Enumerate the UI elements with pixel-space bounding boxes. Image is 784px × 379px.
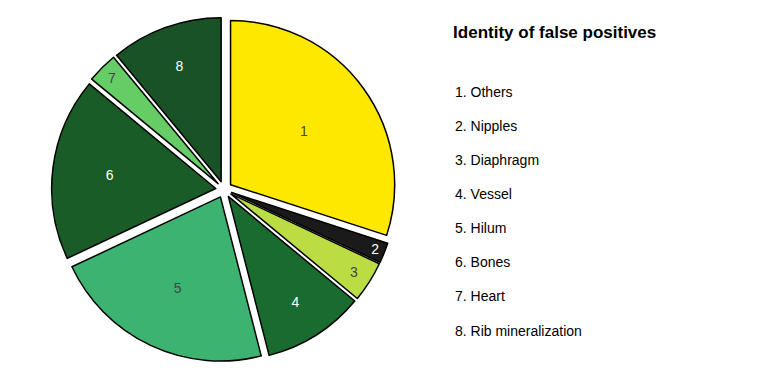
svg-text:8. Rib mineralization: 8. Rib mineralization (455, 323, 582, 339)
svg-text:5. Hilum: 5. Hilum (455, 220, 506, 236)
svg-text:Identity of false positives: Identity of false positives (453, 23, 656, 42)
svg-text:2. Nipples: 2. Nipples (455, 118, 517, 134)
svg-text:1. Others: 1. Others (455, 84, 513, 100)
svg-text:3: 3 (350, 264, 358, 280)
svg-text:6. Bones: 6. Bones (455, 254, 510, 270)
svg-text:1: 1 (300, 123, 308, 139)
svg-text:2: 2 (371, 241, 379, 257)
svg-text:7: 7 (108, 70, 116, 86)
svg-text:4. Vessel: 4. Vessel (455, 186, 512, 202)
svg-text:8: 8 (176, 58, 184, 74)
svg-text:5: 5 (174, 280, 182, 296)
svg-text:6: 6 (106, 167, 114, 183)
svg-text:7. Heart: 7. Heart (455, 288, 505, 304)
svg-text:4: 4 (291, 294, 299, 310)
svg-text:3. Diaphragm: 3. Diaphragm (455, 152, 539, 168)
